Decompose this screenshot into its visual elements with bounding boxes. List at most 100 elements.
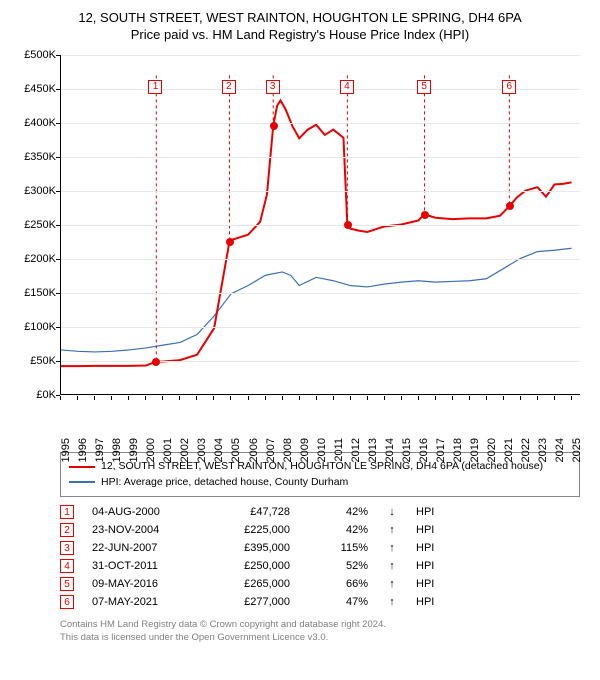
delta-pct: 42% — [308, 524, 368, 536]
x-tick — [230, 396, 231, 400]
marker-label-box: 5 — [417, 80, 431, 94]
sale-price: £395,000 — [210, 542, 290, 554]
table-row: 223-NOV-2004£225,00042%↑HPI — [60, 521, 580, 539]
sale-price: £250,000 — [210, 560, 290, 572]
x-axis-label: 2013 — [367, 438, 379, 462]
delta-pct: 66% — [308, 578, 368, 590]
marker-label-box: 3 — [266, 80, 280, 94]
delta-relative-to: HPI — [416, 578, 434, 590]
sale-point — [226, 238, 234, 246]
x-tick — [179, 396, 180, 400]
x-axis-label: 2022 — [520, 438, 532, 462]
gridline — [61, 157, 580, 158]
x-axis-label: 2012 — [350, 438, 362, 462]
x-axis-label: 2008 — [282, 438, 294, 462]
x-tick — [94, 396, 95, 400]
sale-price: £47,728 — [210, 506, 290, 518]
y-axis-label: £400K — [10, 117, 56, 129]
x-tick — [282, 396, 283, 400]
delta-arrow-icon: ↑ — [386, 542, 398, 554]
x-tick — [503, 396, 504, 400]
x-axis-label: 2019 — [469, 438, 481, 462]
delta-relative-to: HPI — [416, 560, 434, 572]
gridline — [61, 293, 580, 294]
sale-point — [344, 221, 352, 229]
plot-region — [60, 55, 580, 395]
row-index-box: 4 — [60, 559, 74, 573]
delta-pct: 115% — [308, 542, 368, 554]
x-tick — [77, 396, 78, 400]
row-index-box: 6 — [60, 595, 74, 609]
x-tick — [213, 396, 214, 400]
legend-item: HPI: Average price, detached house, Coun… — [69, 475, 571, 491]
delta-arrow-icon: ↑ — [386, 524, 398, 536]
x-tick — [537, 396, 538, 400]
x-axis-label: 2020 — [486, 438, 498, 462]
x-tick — [145, 396, 146, 400]
sale-point — [506, 202, 514, 210]
sale-date: 07-MAY-2021 — [92, 596, 192, 608]
footnote: Contains HM Land Registry data © Crown c… — [60, 619, 580, 645]
x-tick — [265, 396, 266, 400]
x-axis-label: 2010 — [316, 438, 328, 462]
x-axis-label: 2003 — [196, 438, 208, 462]
y-axis-label: £250K — [10, 219, 56, 231]
x-axis-label: 2018 — [452, 438, 464, 462]
hpi-line — [61, 248, 572, 352]
y-tick — [56, 327, 60, 328]
x-tick — [367, 396, 368, 400]
y-tick — [56, 89, 60, 90]
x-axis-label: 2000 — [145, 438, 157, 462]
y-tick — [56, 191, 60, 192]
marker-label-box: 4 — [340, 80, 354, 94]
sale-date: 04-AUG-2000 — [92, 506, 192, 518]
sale-point — [270, 122, 278, 130]
gridline — [61, 123, 580, 124]
x-axis-label: 2009 — [299, 438, 311, 462]
x-axis-label: 2014 — [384, 438, 396, 462]
x-tick — [162, 396, 163, 400]
marker-label-box: 6 — [502, 80, 516, 94]
y-axis-label: £500K — [10, 49, 56, 61]
x-tick — [111, 396, 112, 400]
x-tick — [520, 396, 521, 400]
y-axis-label: £300K — [10, 185, 56, 197]
table-row: 104-AUG-2000£47,72842%↓HPI — [60, 503, 580, 521]
gridline — [61, 55, 580, 56]
y-tick — [56, 55, 60, 56]
x-axis-label: 1996 — [77, 438, 89, 462]
chart-container: 12, SOUTH STREET, WEST RAINTON, HOUGHTON… — [0, 0, 600, 680]
row-index-box: 3 — [60, 541, 74, 555]
x-axis-label: 1997 — [94, 438, 106, 462]
x-tick — [435, 396, 436, 400]
sale-date: 09-MAY-2016 — [92, 578, 192, 590]
row-index-box: 2 — [60, 523, 74, 537]
delta-arrow-icon: ↑ — [386, 560, 398, 572]
y-axis-label: £50K — [10, 355, 56, 367]
delta-relative-to: HPI — [416, 506, 434, 518]
delta-relative-to: HPI — [416, 596, 434, 608]
x-axis-label: 2001 — [162, 438, 174, 462]
delta-relative-to: HPI — [416, 542, 434, 554]
x-tick — [316, 396, 317, 400]
row-index-box: 1 — [60, 505, 74, 519]
legend-swatch — [69, 481, 95, 483]
y-tick — [56, 293, 60, 294]
sale-point — [421, 211, 429, 219]
x-tick — [333, 396, 334, 400]
table-row: 322-JUN-2007£395,000115%↑HPI — [60, 539, 580, 557]
gridline — [61, 191, 580, 192]
y-tick — [56, 225, 60, 226]
gridline — [61, 361, 580, 362]
x-tick — [486, 396, 487, 400]
delta-arrow-icon: ↑ — [386, 578, 398, 590]
row-index-box: 5 — [60, 577, 74, 591]
table-row: 607-MAY-2021£277,00047%↑HPI — [60, 593, 580, 611]
x-axis-label: 2011 — [333, 438, 345, 462]
delta-arrow-icon: ↑ — [386, 596, 398, 608]
x-axis-label: 1998 — [111, 438, 123, 462]
x-tick — [469, 396, 470, 400]
y-tick — [56, 157, 60, 158]
x-axis-label: 2016 — [418, 438, 430, 462]
x-tick — [571, 396, 572, 400]
